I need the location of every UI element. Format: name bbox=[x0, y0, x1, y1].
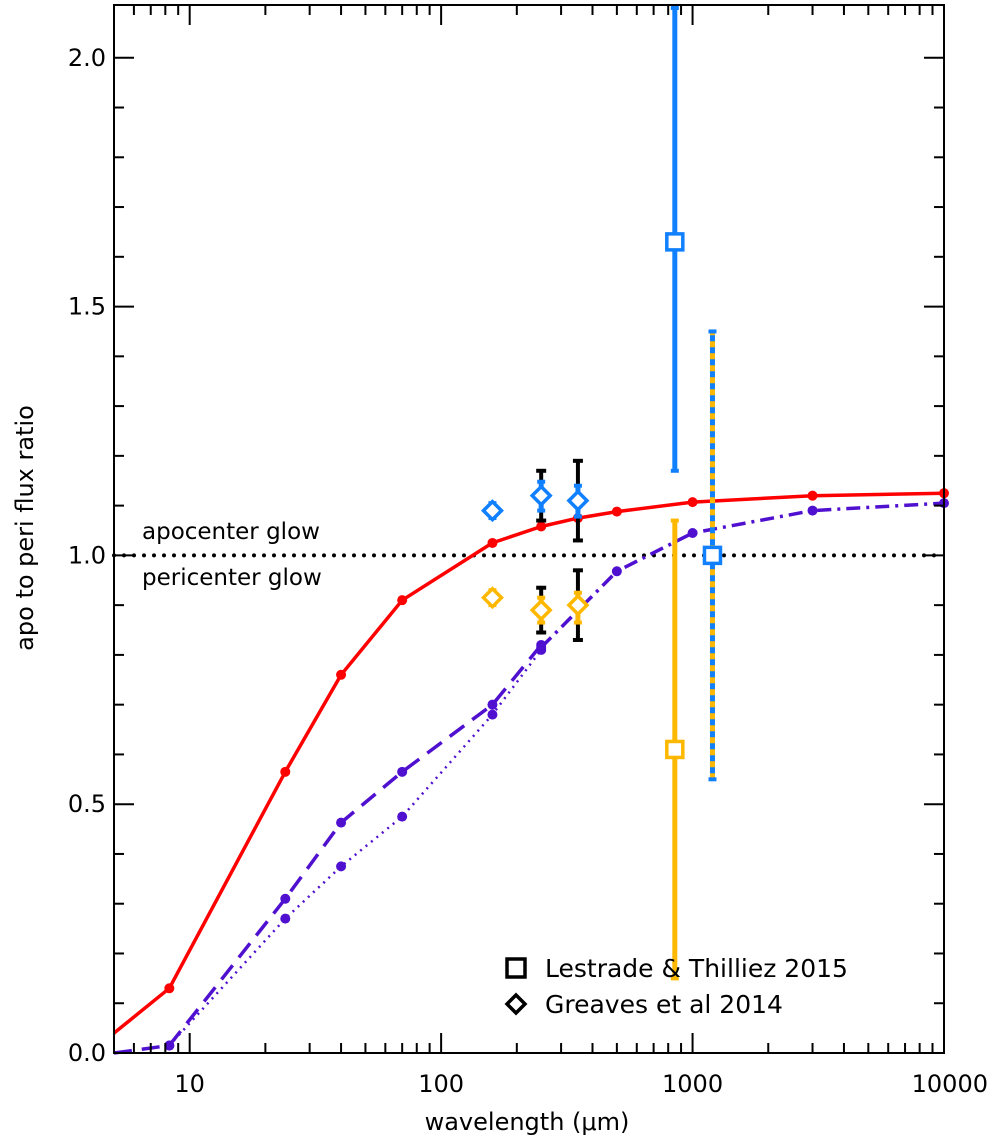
annotation-pericenter-glow: pericenter glow bbox=[142, 565, 322, 591]
data-point-diamond bbox=[480, 499, 504, 523]
data-point-square bbox=[702, 545, 723, 566]
series-point-dotted bbox=[397, 811, 408, 822]
legend-label: Greaves et al 2014 bbox=[545, 990, 783, 1019]
series-point-dotted bbox=[336, 861, 347, 872]
x-tick-label: 10000 bbox=[912, 1070, 988, 1098]
x-tick-label: 1000 bbox=[662, 1070, 723, 1098]
x-axis-label: wavelength (μm) bbox=[425, 1108, 630, 1136]
series-point-solid bbox=[280, 766, 291, 777]
series-point-dashdot bbox=[807, 505, 818, 516]
y-tick-label: 2.0 bbox=[68, 44, 106, 72]
data-point-diamond bbox=[566, 593, 590, 617]
data-point-square bbox=[665, 232, 685, 252]
y-tick-label: 1.0 bbox=[68, 541, 106, 569]
annotation-apocenter-glow: apocenter glow bbox=[142, 519, 320, 545]
x-tick-label: 100 bbox=[418, 1070, 464, 1098]
annotations-layer: apocenter glow pericenter glow bbox=[142, 519, 322, 591]
legend-label: Lestrade & Thilliez 2015 bbox=[545, 954, 848, 983]
legend: Lestrade & Thilliez 2015 Greaves et al 20… bbox=[504, 954, 848, 1019]
legend-marker-diamond bbox=[504, 992, 528, 1016]
series-point-dashdot bbox=[687, 527, 698, 538]
data-point-diamond bbox=[566, 489, 590, 513]
series-point-dashdot bbox=[536, 642, 547, 653]
plot-frame bbox=[113, 4, 945, 1054]
series-point-dashdot bbox=[611, 566, 622, 577]
series-point-solid bbox=[164, 983, 175, 994]
y-tick-label: 0.0 bbox=[68, 1039, 106, 1067]
series-point-solid bbox=[336, 669, 347, 680]
series-point-solid bbox=[807, 490, 818, 501]
series-point-dotted bbox=[487, 709, 498, 720]
series-point-dotted bbox=[164, 1040, 175, 1051]
data-point-square bbox=[665, 739, 685, 760]
x-tick-label: 10 bbox=[174, 1070, 205, 1098]
y-tick-label: 0.5 bbox=[68, 790, 106, 818]
data-point-diamond bbox=[529, 598, 553, 622]
series-point-dotted bbox=[280, 913, 291, 924]
series-line-dashdot bbox=[539, 501, 945, 649]
tick-labels-layer: 0.0 0.5 1.0 1.5 2.0 10 100 1000 10000 bbox=[68, 44, 988, 1098]
series-point-solid bbox=[487, 537, 498, 548]
series-line-dotted bbox=[168, 649, 543, 1047]
series-point-solid bbox=[397, 595, 408, 606]
y-axis-label: apo to peri flux ratio bbox=[11, 405, 39, 651]
data-point-diamond bbox=[480, 586, 504, 610]
data-points-layer bbox=[480, 6, 723, 981]
series-point-solid bbox=[611, 506, 622, 517]
series-point-solid bbox=[687, 497, 698, 508]
series-line-dashed bbox=[113, 643, 543, 1055]
data-point-diamond bbox=[529, 484, 553, 508]
series-point-dashed bbox=[487, 699, 498, 710]
legend-marker-square bbox=[505, 957, 527, 979]
series-point-solid bbox=[536, 521, 547, 532]
series-point-dashed bbox=[280, 893, 291, 904]
series-point-dashed bbox=[397, 766, 408, 777]
axes-layer bbox=[113, 4, 945, 1054]
y-tick-label: 1.5 bbox=[68, 293, 106, 321]
series-point-dashed bbox=[336, 817, 347, 828]
